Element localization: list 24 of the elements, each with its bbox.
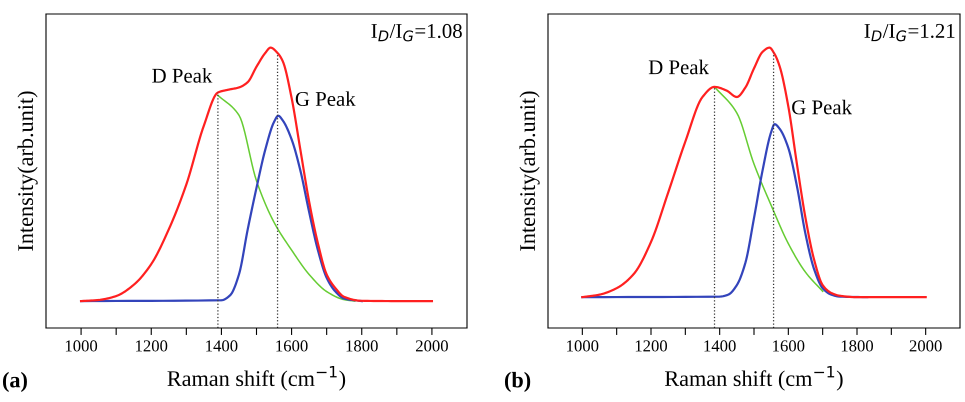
annotation: D Peak (152, 68, 212, 83)
text: (b) (504, 372, 530, 392)
annotation: D Peak (648, 60, 709, 74)
y-axis-title: Intensity(arb.unit) (17, 91, 38, 251)
x-tick-label: 1000 (567, 340, 598, 352)
x-tick-label: 1000 (66, 340, 98, 352)
annotation: G Peak (792, 100, 852, 114)
text: I$_{D}$/I$_{G}$=1.08 (371, 24, 462, 42)
y-axis-title: Intensity(arb.unit) (519, 91, 540, 251)
x-axis-title: Raman shift (cm$^{−1}$) (167, 366, 346, 391)
text: I$_{D}$/I$_{G}$=1.21 (864, 24, 954, 42)
x-tick-label: 2000 (910, 340, 942, 352)
x-axis-title: Raman shift (cm$^{−1}$) (664, 366, 843, 391)
annotation: G Peak (296, 91, 356, 106)
text: (a) (2, 372, 27, 392)
x-tick-label: 1200 (136, 340, 168, 352)
x-tick-label: 1800 (842, 340, 874, 352)
x-tick-label: 1800 (346, 340, 378, 352)
x-tick-label: 1600 (773, 340, 804, 352)
x-tick-label: 2000 (416, 340, 448, 352)
x-tick-label: 1400 (206, 340, 238, 352)
x-tick-label: 1200 (636, 340, 668, 352)
x-tick-label: 1600 (276, 340, 308, 352)
x-tick-label: 1400 (704, 340, 736, 352)
